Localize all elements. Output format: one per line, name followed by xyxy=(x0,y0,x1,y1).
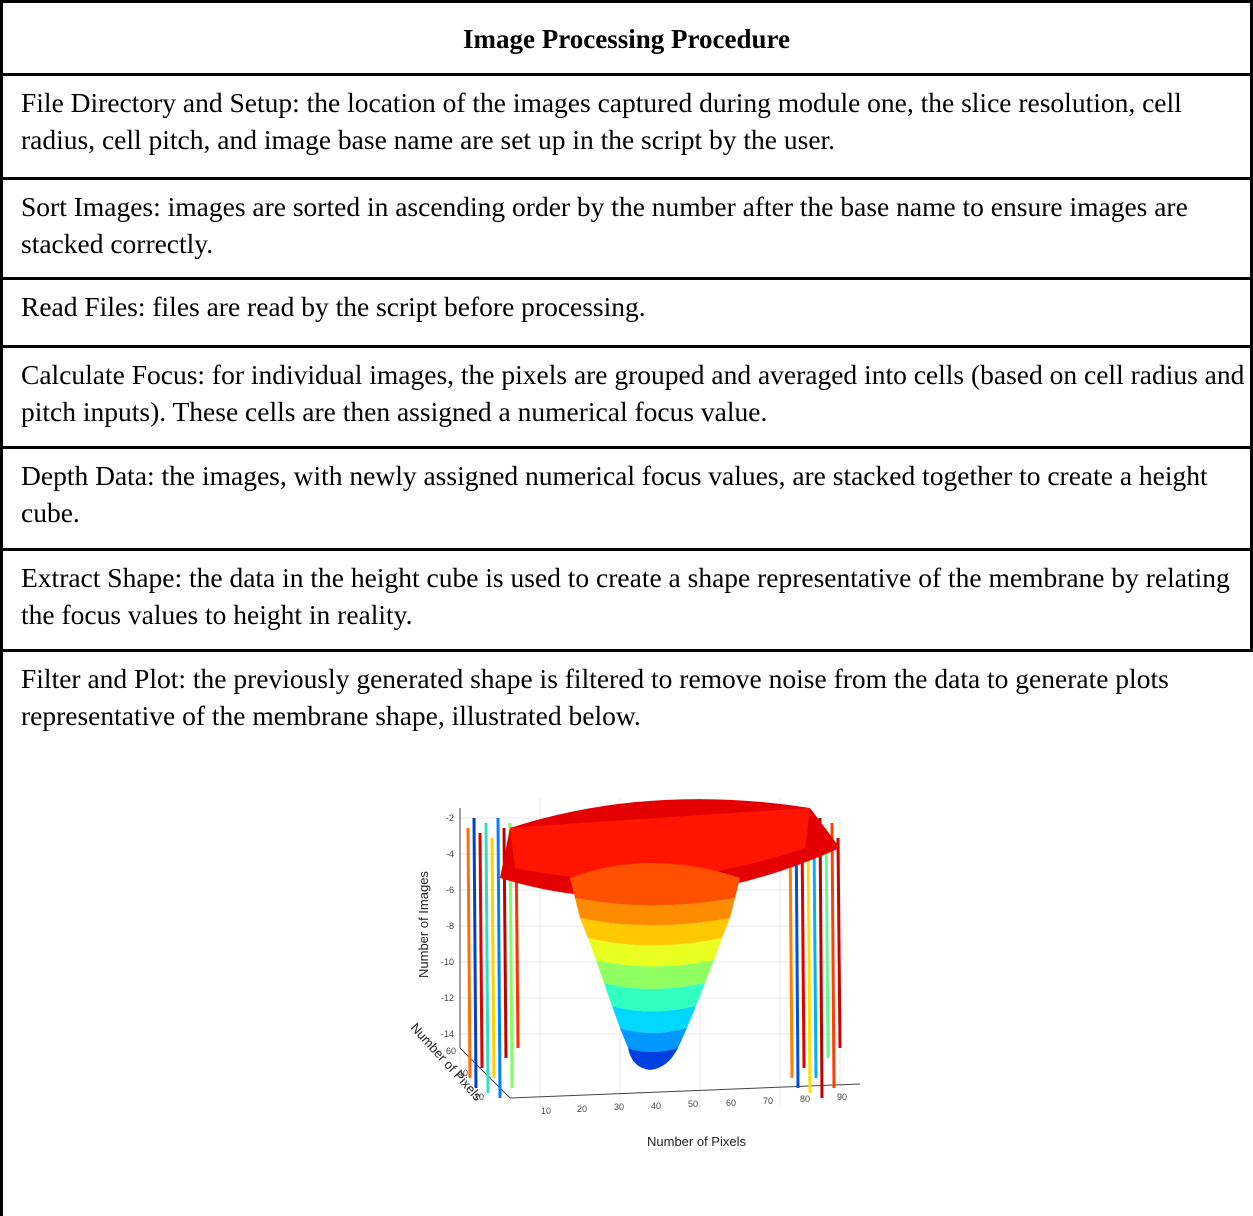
z-tick: -14 xyxy=(441,1029,454,1039)
z-tick-labels: -2 -4 -6 -8 -10 -12 -14 xyxy=(441,813,454,1039)
step-sort-images: Sort Images: images are sorted in ascend… xyxy=(0,177,1253,277)
step-calculate-focus: Calculate Focus: for individual images, … xyxy=(0,345,1253,446)
step-filter-and-plot: Filter and Plot: the previously generate… xyxy=(0,649,1253,1216)
x-tick: 50 xyxy=(688,1099,698,1109)
z-tick: -8 xyxy=(446,921,454,931)
z-tick: -12 xyxy=(441,993,454,1003)
membrane-surface-plot: -2 -4 -6 -8 -10 -12 -14 60 40 20 10 20 3… xyxy=(400,788,880,1158)
step-depth-data: Depth Data: the images, with newly assig… xyxy=(0,446,1253,548)
step-extract-shape: Extract Shape: the data in the height cu… xyxy=(0,548,1253,649)
x-tick: 20 xyxy=(577,1104,587,1114)
y-tick: 60 xyxy=(446,1046,456,1056)
z-tick: -10 xyxy=(441,957,454,967)
x-tick-labels: 10 20 30 40 50 60 70 80 90 xyxy=(541,1092,847,1116)
x-axis-label: Number of Pixels xyxy=(647,1134,746,1149)
x-tick: 40 xyxy=(651,1101,661,1111)
z-tick: -2 xyxy=(446,813,454,823)
x-tick: 30 xyxy=(614,1102,624,1112)
y-tick: 20 xyxy=(474,1092,484,1102)
x-tick: 10 xyxy=(541,1106,551,1116)
x-tick: 60 xyxy=(726,1098,736,1108)
step-file-directory: File Directory and Setup: the location o… xyxy=(0,73,1253,177)
x-tick: 90 xyxy=(837,1092,847,1102)
z-tick: -4 xyxy=(446,849,454,859)
y-tick-labels: 60 40 20 xyxy=(446,1046,484,1102)
x-tick: 80 xyxy=(800,1094,810,1104)
step-read-files: Read Files: files are read by the script… xyxy=(0,277,1253,345)
table-title: Image Processing Procedure xyxy=(0,0,1253,73)
z-axis-label: Number of Images xyxy=(416,871,431,978)
x-tick: 70 xyxy=(763,1096,773,1106)
y-tick: 40 xyxy=(458,1068,468,1078)
z-tick: -6 xyxy=(446,885,454,895)
